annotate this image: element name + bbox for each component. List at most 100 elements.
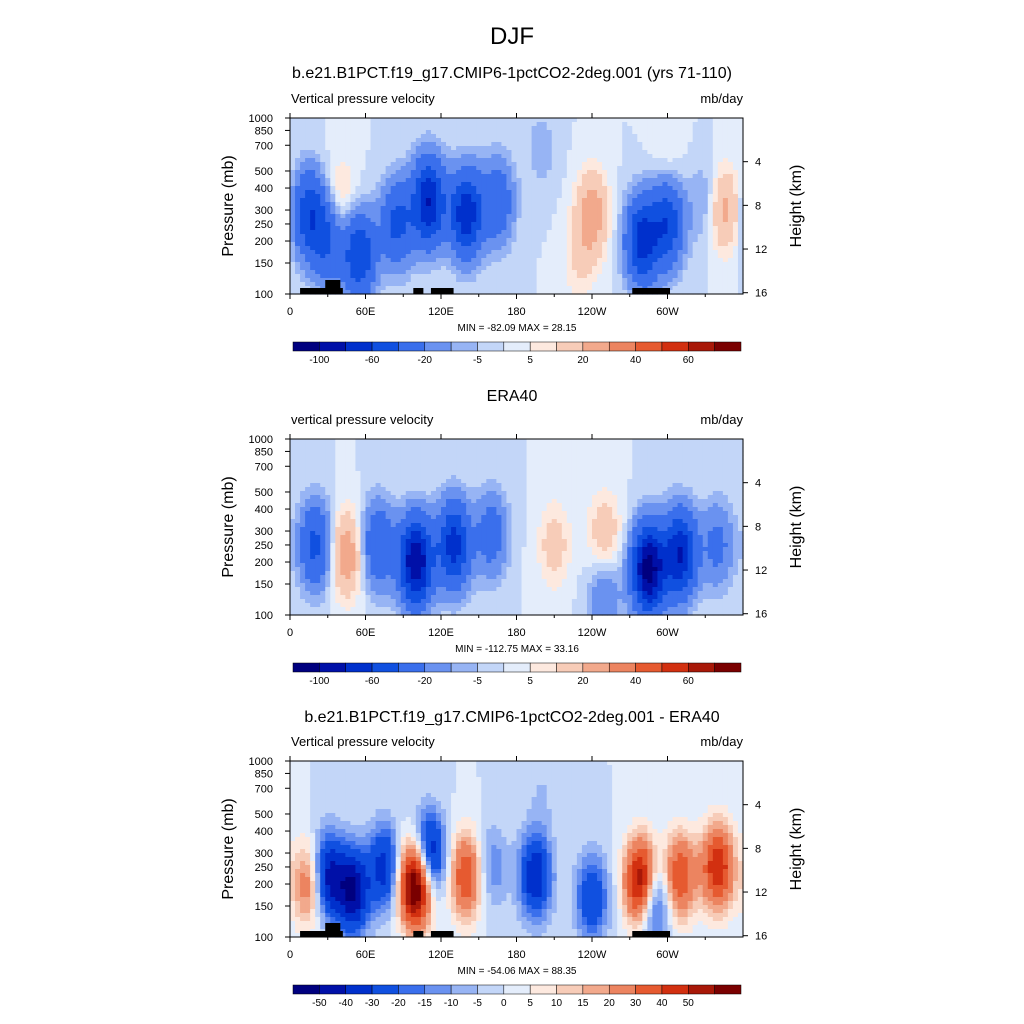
- y-tick-label: 500: [255, 809, 273, 821]
- panel-title: ERA40: [487, 388, 538, 405]
- colorbar-label: 5: [527, 676, 533, 687]
- y2-axis-label: Height (km): [788, 165, 805, 248]
- colorbar-box: [292, 984, 320, 995]
- y-tick-label: 100: [255, 289, 273, 301]
- x-tick-label: 120W: [578, 627, 607, 639]
- colorbar-label: -15: [418, 998, 433, 1009]
- colorbar-label: 20: [577, 676, 589, 687]
- topography-mask: [300, 931, 343, 937]
- colorbar-label: -5: [473, 355, 482, 366]
- y2-tick-label: 8: [755, 843, 761, 855]
- right-string: mb/day: [700, 412, 743, 427]
- colorbar-box: [424, 341, 452, 352]
- colorbar-label: -30: [365, 998, 380, 1009]
- colorbar-box: [529, 341, 557, 352]
- colorbar-box: [582, 984, 610, 995]
- colorbar-label: -5: [473, 676, 482, 687]
- y-tick-label: 100: [255, 932, 273, 944]
- colorbar-box: [582, 662, 610, 673]
- colorbar-box: [371, 341, 399, 352]
- y-tick-label: 400: [255, 183, 273, 195]
- y-axis-label: Pressure (mb): [220, 798, 237, 899]
- colorbar-label: 50: [683, 998, 695, 1009]
- y2-tick-label: 4: [755, 478, 761, 490]
- y-tick-label: 1000: [249, 756, 273, 768]
- colorbar-box: [556, 984, 584, 995]
- colorbar-box: [345, 662, 373, 673]
- x-tick-label: 180: [507, 306, 525, 318]
- colorbar-box: [529, 984, 557, 995]
- colorbar-label: -20: [391, 998, 406, 1009]
- colorbar-label: 60: [683, 355, 695, 366]
- x-tick-label: 120W: [578, 949, 607, 961]
- colorbar-label: -50: [312, 998, 327, 1009]
- colorbar-label: -60: [365, 355, 380, 366]
- x-tick-label: 60E: [356, 306, 376, 318]
- contour-field: [290, 761, 744, 938]
- figure-title: DJF: [490, 23, 534, 50]
- topography-mask: [325, 280, 341, 294]
- x-tick-label: 60W: [656, 627, 679, 639]
- topography-mask: [430, 288, 454, 294]
- colorbar-box: [608, 662, 636, 673]
- y-tick-label: 850: [255, 446, 273, 458]
- colorbar-box: [477, 984, 505, 995]
- left-string: Vertical pressure velocity: [291, 734, 435, 749]
- colorbar-box: [398, 984, 426, 995]
- y2-tick-label: 4: [755, 157, 761, 169]
- colorbar-box: [688, 341, 715, 352]
- colorbar-box: [424, 984, 452, 995]
- colorbar-box: [661, 341, 689, 352]
- panel-2: [285, 434, 748, 673]
- colorbar-box: [450, 341, 478, 352]
- colorbar-box: [582, 341, 610, 352]
- colorbar-label: 40: [630, 676, 642, 687]
- colorbar-box: [345, 341, 373, 352]
- colorbar-box: [714, 341, 742, 352]
- topography-mask: [413, 288, 424, 294]
- colorbar-box: [345, 984, 373, 995]
- y-tick-label: 300: [255, 526, 273, 538]
- colorbar-label: -20: [418, 676, 433, 687]
- colorbar-box: [635, 662, 663, 673]
- min-max-stats: MIN = -82.09 MAX = 28.15: [458, 323, 577, 334]
- colorbar-box: [319, 662, 346, 673]
- colorbar-label: -40: [338, 998, 353, 1009]
- min-max-stats: MIN = -54.06 MAX = 88.35: [458, 966, 577, 977]
- topography-mask: [430, 931, 454, 937]
- colorbar-box: [714, 984, 742, 995]
- x-tick-label: 60E: [356, 949, 376, 961]
- colorbar-box: [450, 984, 478, 995]
- y-tick-label: 700: [255, 461, 273, 473]
- colorbar-box: [371, 662, 399, 673]
- x-tick-label: 0: [287, 949, 293, 961]
- y-tick-label: 400: [255, 826, 273, 838]
- colorbar-box: [477, 341, 505, 352]
- x-tick-label: 60W: [656, 306, 679, 318]
- y-tick-label: 300: [255, 205, 273, 217]
- x-tick-label: 0: [287, 627, 293, 639]
- y-axis-label: Pressure (mb): [220, 155, 237, 256]
- colorbar-label: 30: [630, 998, 642, 1009]
- x-tick-label: 0: [287, 306, 293, 318]
- x-tick-label: 120E: [428, 949, 454, 961]
- y2-axis-label: Height (km): [788, 808, 805, 891]
- contour-field: [290, 439, 744, 616]
- y-tick-label: 200: [255, 557, 273, 569]
- colorbar-label: -20: [418, 355, 433, 366]
- y2-tick-label: 16: [755, 609, 767, 621]
- y-tick-label: 100: [255, 610, 273, 622]
- colorbar-box: [319, 984, 346, 995]
- colorbar-box: [714, 662, 742, 673]
- y-tick-label: 500: [255, 166, 273, 178]
- y-tick-label: 200: [255, 236, 273, 248]
- right-string: mb/day: [700, 734, 743, 749]
- y-tick-label: 700: [255, 783, 273, 795]
- y-tick-label: 250: [255, 540, 273, 552]
- left-string: vertical pressure velocity: [291, 412, 434, 427]
- y2-tick-label: 12: [755, 887, 767, 899]
- x-tick-label: 180: [507, 627, 525, 639]
- colorbar-label: 40: [656, 998, 668, 1009]
- colorbar-label: 10: [551, 998, 563, 1009]
